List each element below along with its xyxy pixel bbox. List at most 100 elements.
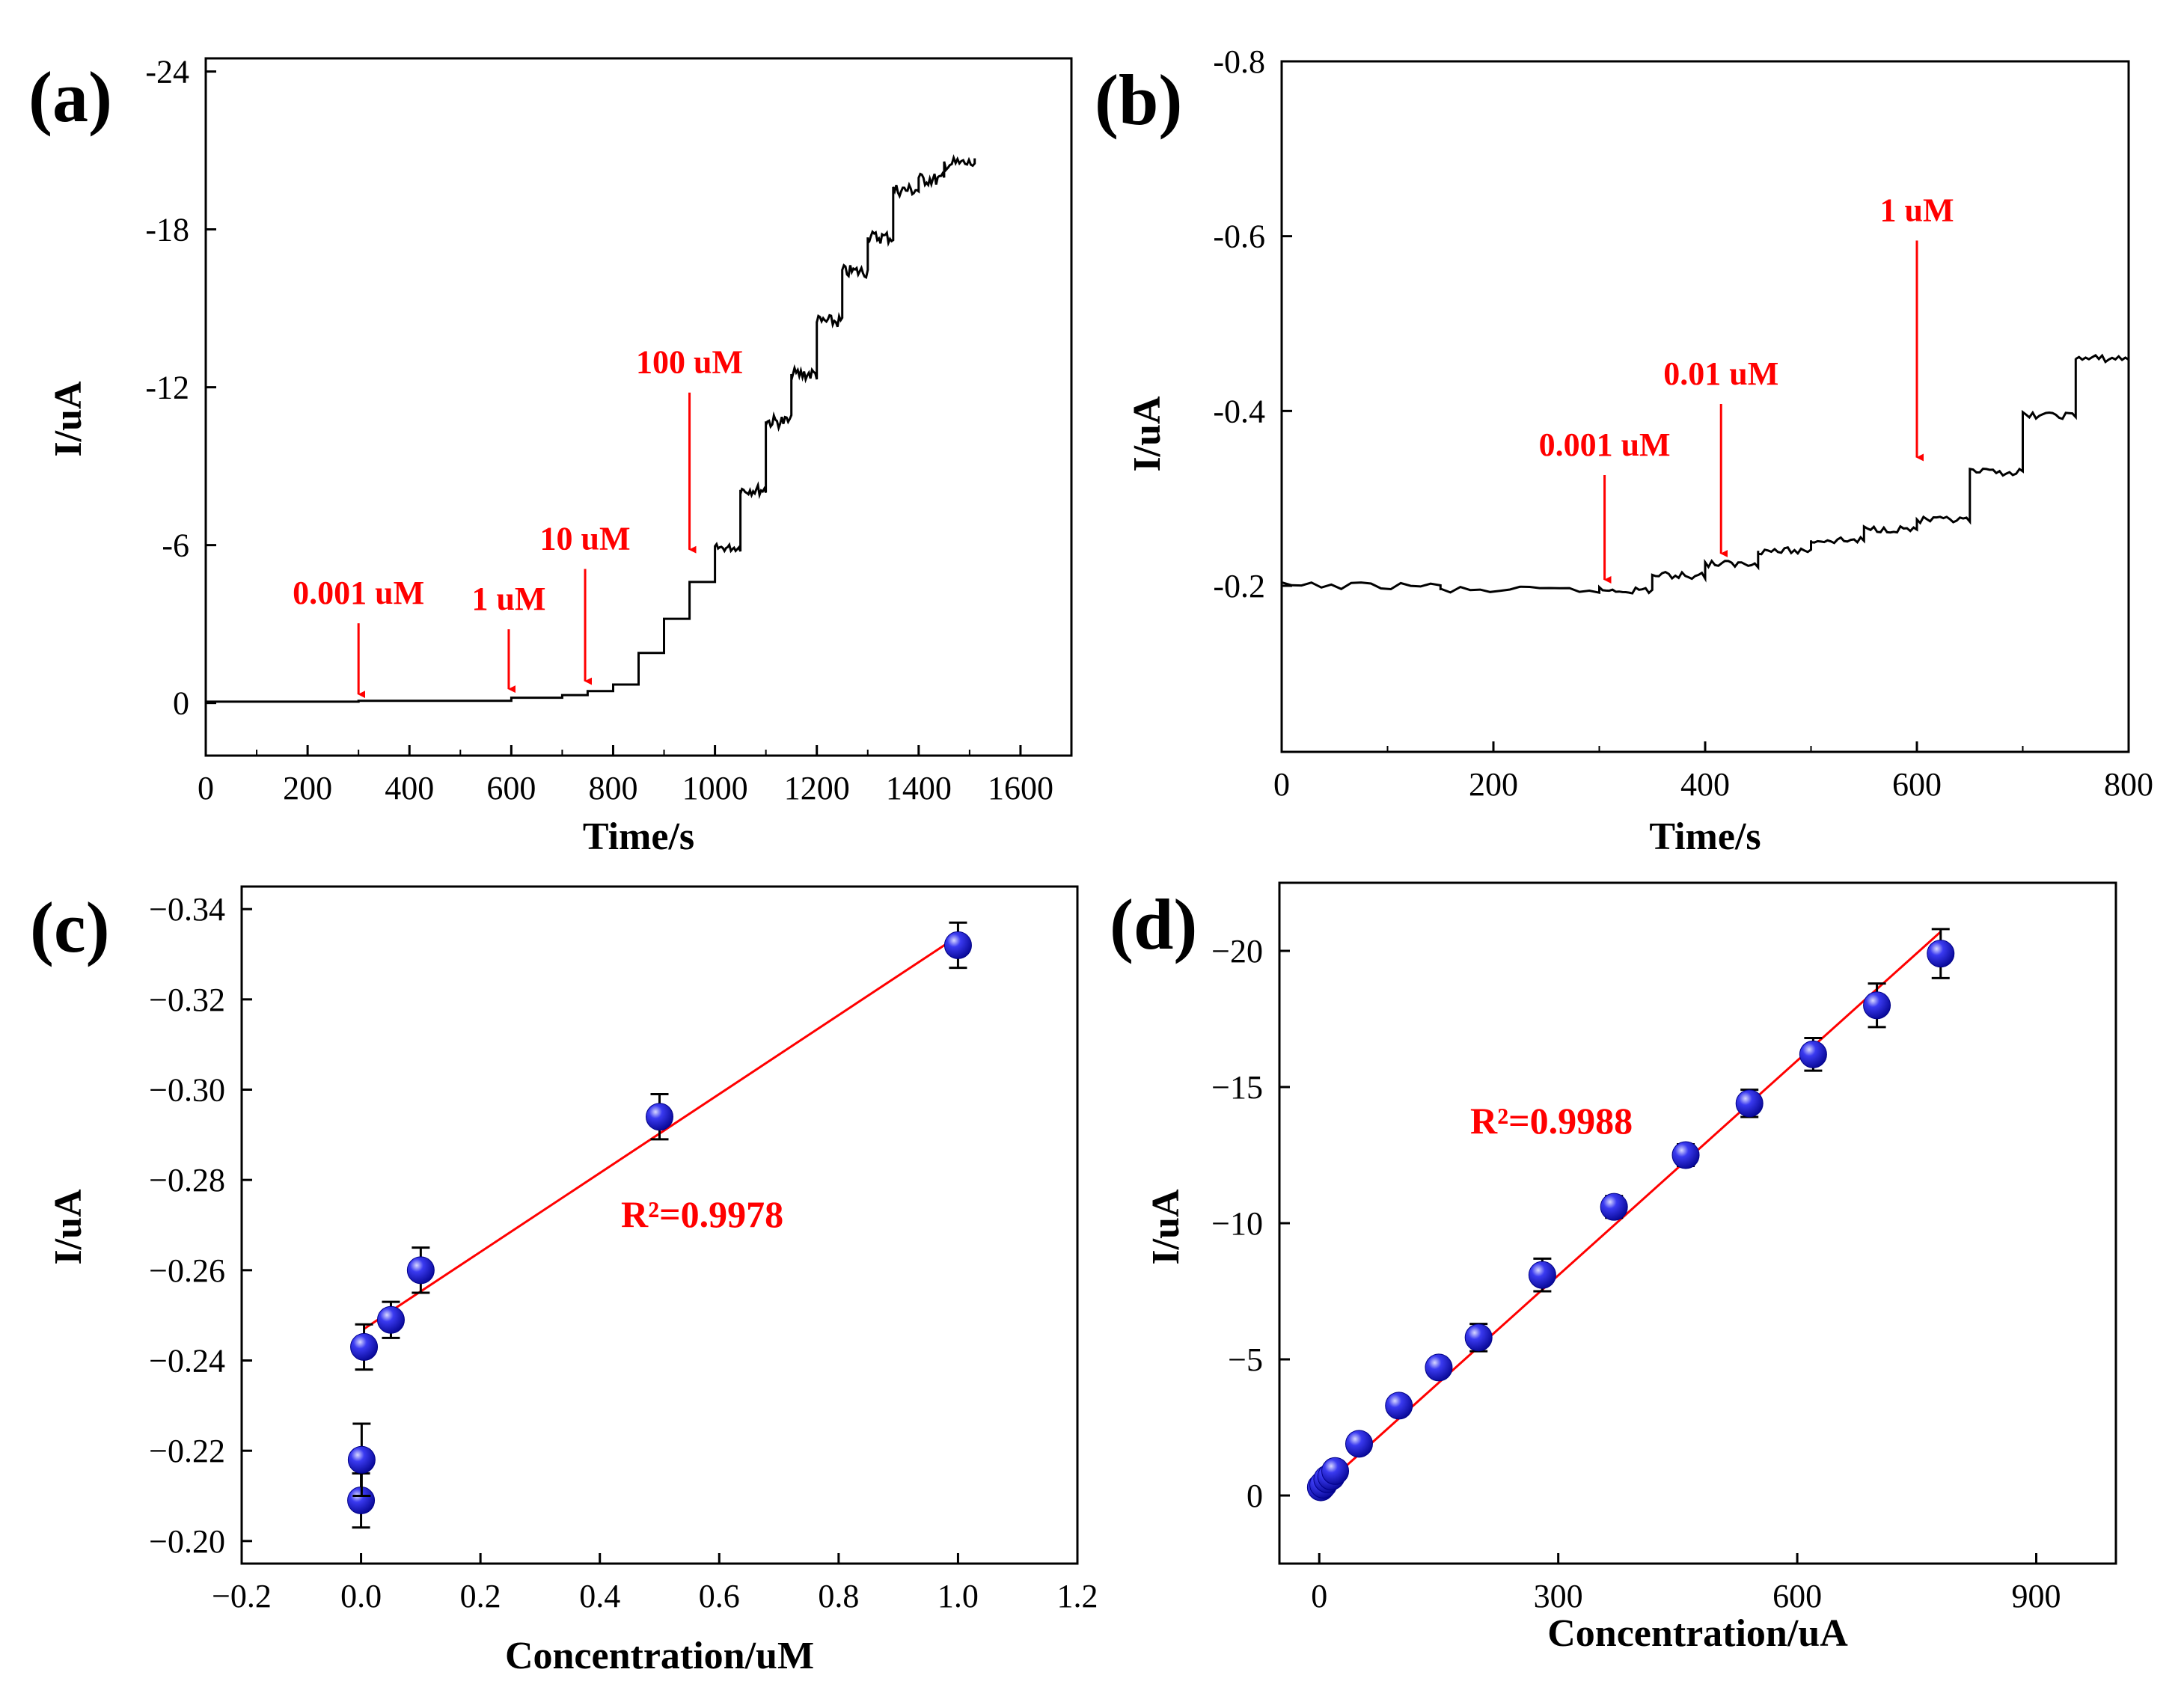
panel-a: (a) 0 200 400 600 800 1000 1200 1400 1600 0 -6 -12 -1… [28,54,1073,858]
data-point [1799,1040,1827,1068]
annotation-label: 100 uM [636,344,743,381]
data-point [1671,1141,1700,1169]
plot-frame [1278,881,2117,1565]
y-tick-label: -0.6 [1213,218,1265,255]
y-tick-label: 0 [1247,1478,1263,1514]
data-point [1600,1193,1628,1221]
y-axis-title: I/uA [1126,396,1169,472]
x-axis-title: Time/s [583,815,694,858]
y-tick-label: -6 [162,527,189,564]
r2-label: R²=0.9978 [621,1193,783,1235]
y-tick-label: −0.34 [149,891,225,928]
x-axis-title: Concentration/uA [1547,1612,1848,1655]
x-tick-label: 1200 [784,770,850,806]
r2-label: R²=0.9988 [1470,1100,1633,1142]
y-axis-title: I/uA [47,1189,90,1265]
x-tick-label: 1.2 [1057,1578,1098,1614]
y-tick-label: −0.22 [149,1433,225,1469]
fit-line [363,935,959,1330]
series-line [1281,257,2130,595]
panel-label: (d) [1110,884,1197,964]
x-tick-label: 1000 [682,770,748,806]
x-tick-label: 900 [2012,1578,2061,1614]
x-tick-label: 1600 [988,770,1053,806]
data-point [1735,1089,1764,1118]
data-point [1863,991,1891,1020]
panel-label: (c) [30,887,110,967]
y-tick-label: -18 [145,212,189,248]
x-tick-label: 0.4 [579,1578,620,1614]
x-tick-label: 600 [1772,1578,1822,1614]
panel-label: (b) [1095,60,1182,140]
x-tick-label: 800 [588,770,637,806]
x-tick-label: −0.2 [212,1578,272,1614]
data-point [1385,1392,1413,1420]
data-point [1528,1261,1556,1289]
data-point [1425,1353,1453,1382]
x-tick-label: 400 [385,770,434,806]
y-tick-label: -0.2 [1213,568,1265,604]
x-tick-label: 0 [1273,766,1290,803]
panel-label: (a) [28,57,112,137]
data-point [376,1305,405,1334]
y-tick-label: −5 [1228,1341,1263,1378]
data-point [1321,1457,1350,1485]
series-line [206,153,976,703]
plot-frame [204,57,1073,757]
plot-frame [240,885,1079,1565]
annotation-label: 1 uM [1880,192,1954,228]
y-tick-label: -0.4 [1213,393,1265,429]
annotation-label: 0.01 uM [1663,355,1778,392]
x-tick-label: 0 [198,770,214,806]
y-tick-label: −0.24 [149,1343,225,1380]
data-point [350,1332,379,1361]
y-tick-label: −0.20 [149,1523,225,1560]
data-point [943,931,972,959]
x-tick-label: 200 [1469,766,1518,803]
x-tick-label: 400 [1680,766,1730,803]
x-tick-label: 200 [283,770,332,806]
annotation-label: 0.001 uM [293,575,424,611]
x-tick-label: 0.6 [699,1578,740,1614]
y-tick-label: −0.32 [149,982,225,1018]
y-tick-label: -0.8 [1213,43,1265,80]
data-point [347,1445,376,1474]
y-tick-label: −10 [1211,1205,1263,1242]
panel-d: (d) 0 300 600 900 0 −5 −10 −15 −20 Concentration/u… [1110,881,2117,1655]
x-tick-label: 1.0 [937,1578,979,1614]
x-tick-label: 0 [1311,1578,1327,1614]
y-tick-label: -12 [145,370,189,406]
x-axis-title: Concentration/uM [505,1635,814,1677]
y-tick-label: −0.28 [149,1162,225,1199]
annotation-label: 10 uM [540,521,631,557]
y-tick-label: 0 [173,685,189,722]
y-tick-label: −0.30 [149,1072,225,1109]
y-tick-label: -24 [145,54,189,91]
data-point [1464,1323,1493,1352]
y-tick-label: −0.26 [149,1252,225,1289]
fit-line [1318,931,1942,1491]
x-tick-label: 0.2 [460,1578,501,1614]
data-point [406,1256,435,1285]
x-tick-label: 300 [1534,1578,1583,1614]
panel-c: (c) −0.2 0.0 0.2 0.4 0.6 0.8 1.0 1.2 −0.20 −0.22 −0… [30,885,1098,1677]
panel-b: (b) 0 200 400 600 800 -0.2 -0.4 -0.6 -0.8 Time/s I/… [1095,43,2153,858]
x-axis-title: Time/s [1649,815,1761,858]
x-tick-label: 0.0 [340,1578,382,1614]
y-axis-title: I/uA [47,381,90,457]
plot-frame [1280,60,2130,753]
data-point [646,1103,673,1131]
x-tick-label: 0.8 [818,1578,859,1614]
annotation-label: 0.001 uM [1539,426,1671,463]
annotation-label: 1 uM [471,581,545,617]
data-point [1345,1430,1373,1458]
x-tick-label: 600 [1892,766,1942,803]
data-point [1927,940,1955,968]
y-tick-label: −15 [1211,1069,1263,1106]
x-tick-label: 800 [2104,766,2153,803]
y-tick-label: −20 [1211,933,1263,970]
x-tick-label: 600 [486,770,536,806]
x-tick-label: 1400 [886,770,952,806]
y-axis-title: I/uA [1145,1189,1187,1265]
